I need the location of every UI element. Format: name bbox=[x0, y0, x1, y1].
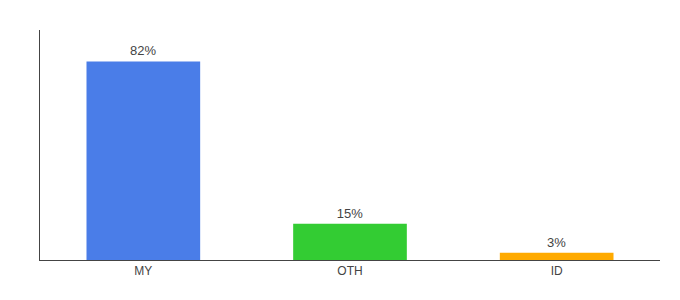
svg-text:82%: 82% bbox=[130, 43, 156, 58]
svg-text:3%: 3% bbox=[547, 235, 566, 250]
svg-text:OTH: OTH bbox=[337, 264, 362, 278]
svg-text:15%: 15% bbox=[337, 206, 363, 221]
svg-text:MY: MY bbox=[134, 264, 152, 278]
svg-text:ID: ID bbox=[551, 264, 563, 278]
